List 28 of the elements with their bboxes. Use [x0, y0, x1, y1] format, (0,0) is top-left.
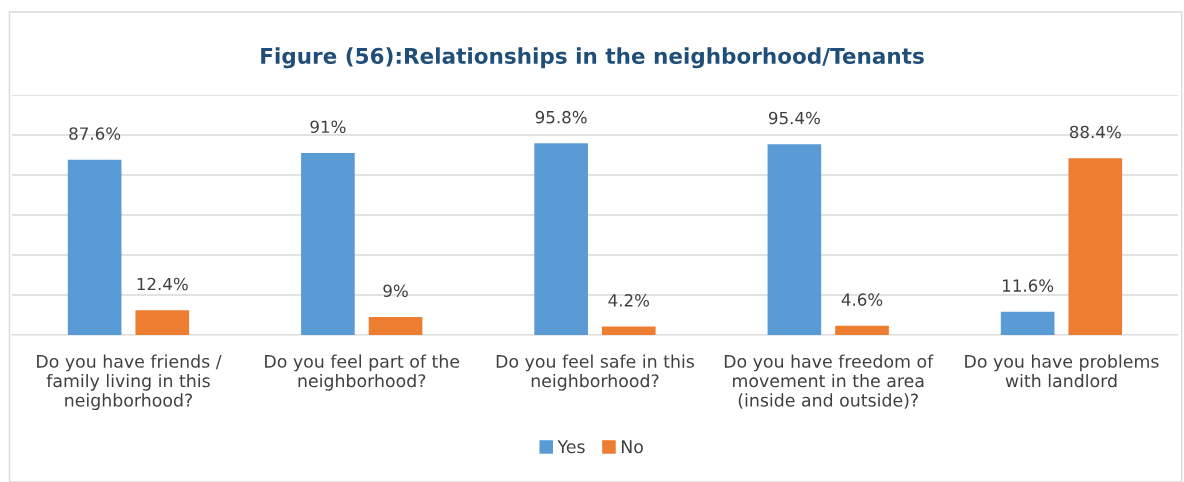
data-label: 88.4% [1069, 125, 1121, 139]
x-tick-label: Do you feel part of the neighborhood? [265, 354, 460, 391]
data-label: 95.8% [535, 110, 587, 124]
bar [368, 316, 423, 335]
bar [301, 152, 355, 335]
data-label: 4.2% [608, 294, 650, 307]
x-tick-label: Do you have problems with landlord [965, 354, 1159, 388]
data-label: 87.6% [69, 127, 121, 140]
bar [835, 325, 889, 335]
data-label: 95.4% [768, 111, 820, 125]
bar [767, 144, 822, 335]
bar [67, 159, 122, 335]
x-tick-label: Do you have friends / family living in this neighborhood? [37, 354, 222, 411]
bar [135, 310, 190, 335]
legend-label: Yes [557, 440, 585, 454]
bar [1068, 158, 1123, 335]
x-tick-label: Do you have freedom of movement in the area (inside and outside)? [724, 354, 934, 409]
legend-label: No [621, 440, 643, 454]
bar [601, 326, 656, 335]
data-label: 11.6% [1002, 279, 1054, 292]
data-label: 12.4% [137, 277, 188, 291]
data-label: 91% [310, 120, 346, 134]
data-label: 9% [383, 284, 408, 298]
x-tick-label: Do you feel safe in this neighborhood? [496, 354, 694, 391]
bar [534, 143, 588, 335]
chart-title: Figure (56):Relationships in the neighborhood/Tenants [261, 47, 924, 69]
data-label: 4.6% [841, 293, 883, 306]
bar [1000, 311, 1055, 335]
